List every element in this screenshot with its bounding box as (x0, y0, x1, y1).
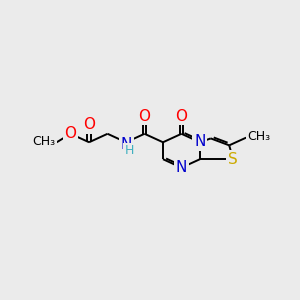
Text: N: N (194, 134, 206, 149)
Text: O: O (83, 117, 95, 132)
Text: O: O (176, 109, 188, 124)
Text: CH₃: CH₃ (32, 135, 55, 148)
Text: N: N (120, 137, 132, 152)
Text: S: S (228, 152, 238, 167)
Text: O: O (139, 109, 151, 124)
Text: O: O (64, 126, 76, 141)
Text: N: N (176, 160, 187, 175)
Text: CH₃: CH₃ (248, 130, 271, 143)
Text: H: H (124, 144, 134, 157)
